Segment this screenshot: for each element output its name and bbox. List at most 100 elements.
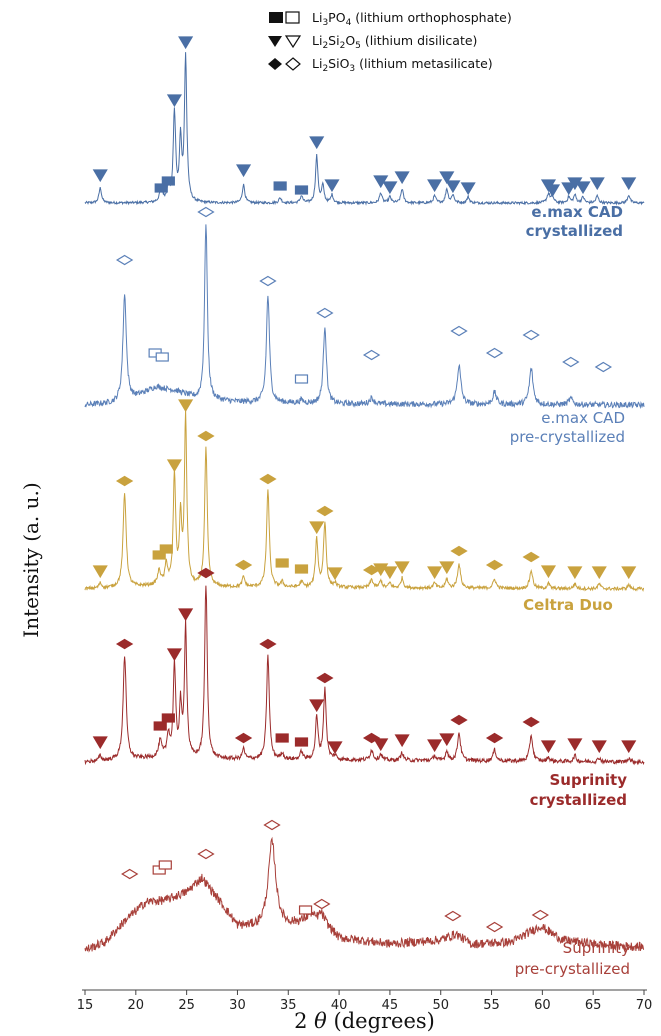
marker-triangle bbox=[591, 740, 607, 754]
marker-diamond bbox=[259, 275, 277, 287]
marker-triangle bbox=[621, 177, 637, 191]
marker-diamond bbox=[522, 551, 540, 563]
trace-label-1-line-1: e.max CAD bbox=[531, 203, 623, 221]
marker-triangle bbox=[621, 740, 637, 754]
marker-square bbox=[155, 352, 169, 362]
marker-square bbox=[159, 544, 173, 554]
marker-triangle bbox=[309, 521, 325, 535]
trace-3 bbox=[84, 410, 644, 592]
marker-triangle bbox=[327, 567, 343, 581]
marker-diamond bbox=[197, 430, 215, 442]
marker-diamond bbox=[234, 559, 253, 571]
marker-square bbox=[154, 183, 168, 193]
marker-diamond bbox=[197, 848, 215, 860]
x-tick-label: 60 bbox=[534, 998, 551, 1013]
trace-label-4-line-1: Suprinity bbox=[549, 771, 627, 789]
marker-triangle bbox=[92, 565, 108, 579]
marker-triangle bbox=[540, 565, 557, 579]
trace-label-1-line-2: crystallized bbox=[526, 222, 623, 240]
marker-triangle bbox=[567, 566, 583, 580]
marker-diamond bbox=[485, 921, 504, 933]
marker-diamond bbox=[121, 868, 139, 880]
marker-triangle bbox=[439, 171, 455, 185]
marker-triangle bbox=[567, 738, 583, 752]
marker-diamond bbox=[263, 819, 281, 831]
marker-diamond bbox=[313, 898, 331, 910]
marker-triangle bbox=[327, 741, 343, 755]
x-tick-label: 45 bbox=[382, 998, 399, 1013]
marker-diamond bbox=[562, 356, 580, 368]
marker-diamond bbox=[316, 672, 334, 684]
marker-diamond bbox=[115, 638, 134, 650]
marker-diamond bbox=[234, 732, 253, 744]
marker-diamond bbox=[115, 254, 134, 266]
x-axis-title: 2 θ (degrees) bbox=[294, 1009, 435, 1033]
marker-triangle bbox=[92, 169, 108, 183]
trace-label-3-line-1: Celtra Duo bbox=[523, 596, 613, 614]
legend-open-diamond-icon bbox=[285, 57, 301, 71]
marker-triangle bbox=[561, 182, 577, 196]
marker-square bbox=[294, 564, 309, 574]
traces-group bbox=[84, 52, 645, 953]
marker-diamond bbox=[316, 505, 334, 517]
marker-triangle bbox=[382, 181, 398, 195]
y-axis-title: Intensity (a. u.) bbox=[19, 482, 43, 637]
marker-diamond bbox=[450, 714, 468, 726]
marker-triangle bbox=[324, 179, 340, 193]
marker-diamond bbox=[259, 473, 277, 485]
marker-diamond bbox=[362, 732, 381, 744]
marker-triangle bbox=[373, 738, 389, 752]
marker-triangle bbox=[394, 171, 410, 185]
trace-1 bbox=[84, 52, 645, 206]
marker-triangle bbox=[309, 699, 325, 713]
marker-diamond bbox=[450, 325, 468, 337]
marker-diamond bbox=[444, 910, 462, 922]
marker-square bbox=[298, 905, 313, 915]
marker-triangle bbox=[427, 739, 443, 753]
marker-diamond bbox=[316, 307, 334, 319]
marker-triangle bbox=[178, 608, 194, 622]
marker-diamond bbox=[522, 716, 540, 728]
marker-triangle bbox=[589, 177, 605, 191]
marker-triangle bbox=[591, 566, 607, 580]
marker-triangle bbox=[309, 136, 325, 150]
legend-filled-triangle-icon bbox=[268, 36, 282, 47]
marker-square bbox=[294, 737, 309, 747]
marker-square bbox=[273, 181, 287, 191]
marker-triangle bbox=[166, 459, 182, 473]
marker-square bbox=[275, 733, 289, 743]
marker-triangle bbox=[439, 733, 455, 747]
marker-triangle bbox=[621, 566, 637, 580]
x-tick-label: 70 bbox=[636, 998, 653, 1013]
marker-diamond bbox=[594, 361, 613, 373]
legend-entry-3: Li2SiO3 (lithium metasilicate) bbox=[312, 56, 493, 74]
marker-triangle bbox=[540, 740, 557, 754]
marker-triangle bbox=[544, 184, 561, 198]
trace-label-5-line-1: Suprinity bbox=[563, 939, 630, 957]
marker-triangle bbox=[166, 94, 182, 108]
x-tick-label: 50 bbox=[432, 998, 449, 1013]
marker-triangle bbox=[166, 648, 182, 662]
legend-open-triangle-icon bbox=[284, 35, 302, 49]
marker-triangle bbox=[236, 164, 252, 178]
marker-diamond bbox=[531, 909, 549, 921]
trace-4 bbox=[84, 585, 645, 766]
x-tick-label: 15 bbox=[77, 998, 94, 1013]
trace-label-2-line-2: pre-crystallized bbox=[510, 428, 625, 446]
marker-triangle bbox=[439, 561, 455, 575]
marker-square bbox=[153, 721, 167, 731]
marker-triangle bbox=[460, 182, 476, 196]
legend-open-square-icon bbox=[285, 11, 300, 24]
marker-triangle bbox=[427, 566, 443, 580]
trace-label-4-line-2: crystallized bbox=[530, 791, 627, 809]
marker-square bbox=[275, 558, 289, 568]
marker-diamond bbox=[115, 475, 134, 487]
legend-filled-square-icon bbox=[269, 12, 283, 23]
marker-square bbox=[294, 374, 309, 384]
marker-diamond bbox=[259, 638, 277, 650]
marker-diamond bbox=[362, 349, 381, 361]
x-tick-label: 55 bbox=[483, 998, 500, 1013]
trace-label-5-line-2: pre-crystallized bbox=[515, 960, 630, 978]
